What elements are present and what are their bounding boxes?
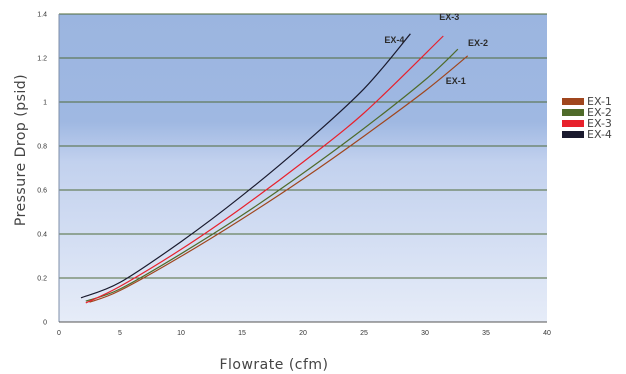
x-tick-label: 15	[238, 330, 246, 337]
x-tick-label: 25	[360, 330, 368, 337]
y-tick-label: 1.2	[37, 56, 47, 63]
x-tick-label: 40	[543, 330, 551, 337]
y-tick-label: 0	[43, 320, 47, 327]
legend-item-ex-1: EX-1	[562, 96, 612, 107]
y-tick-label: 0.2	[37, 276, 47, 283]
x-tick-label: 5	[118, 330, 122, 337]
series-line-ex-3	[85, 35, 444, 304]
legend-label: EX-1	[587, 95, 612, 108]
legend-label: EX-4	[587, 128, 612, 141]
x-tick-label: 20	[299, 330, 307, 337]
y-tick-label: 1.4	[37, 12, 47, 19]
legend-item-ex-4: EX-4	[562, 129, 612, 140]
x-tick-label: 0	[57, 330, 61, 337]
x-tick-label: 30	[421, 330, 429, 337]
y-tick-label: 0.4	[37, 232, 47, 239]
series-label-ex-3: EX-3	[439, 12, 459, 22]
series-lines	[80, 33, 469, 304]
series-line-ex-4	[80, 33, 411, 299]
legend-item-ex-3: EX-3	[562, 118, 612, 129]
legend: EX-1 EX-2 EX-3 EX-4	[562, 96, 612, 140]
y-tick-label: 1	[43, 100, 47, 107]
legend-swatch	[562, 98, 584, 105]
legend-swatch	[562, 131, 584, 138]
x-axis-title: Flowrate (cfm)	[219, 357, 328, 373]
series-label-ex-1: EX-1	[446, 76, 466, 86]
series-label-ex-4: EX-4	[384, 35, 404, 45]
axes	[58, 14, 547, 323]
series-label-ex-2: EX-2	[468, 38, 488, 48]
legend-swatch	[562, 109, 584, 116]
series-line-ex-1	[89, 55, 469, 303]
y-tick-label: 0.6	[37, 188, 47, 195]
tick-labels: 0 5 10 15 20 25 30 35 40 0 0.2 0.4 0.6 0.8 1 1.2 1.4	[37, 12, 551, 338]
legend-label: EX-3	[587, 117, 612, 130]
legend-swatch	[562, 120, 584, 127]
series-line-ex-2	[85, 48, 459, 302]
y-axis-title: Pressure Drop (psid)	[13, 74, 29, 226]
series-labels: EX-1 EX-2 EX-3 EX-4	[384, 12, 488, 86]
plot-area	[59, 14, 547, 322]
x-tick-label: 10	[177, 330, 185, 337]
x-tick-label: 35	[482, 330, 490, 337]
y-tick-label: 0.8	[37, 144, 47, 151]
legend-label: EX-2	[587, 106, 612, 119]
legend-item-ex-2: EX-2	[562, 107, 612, 118]
